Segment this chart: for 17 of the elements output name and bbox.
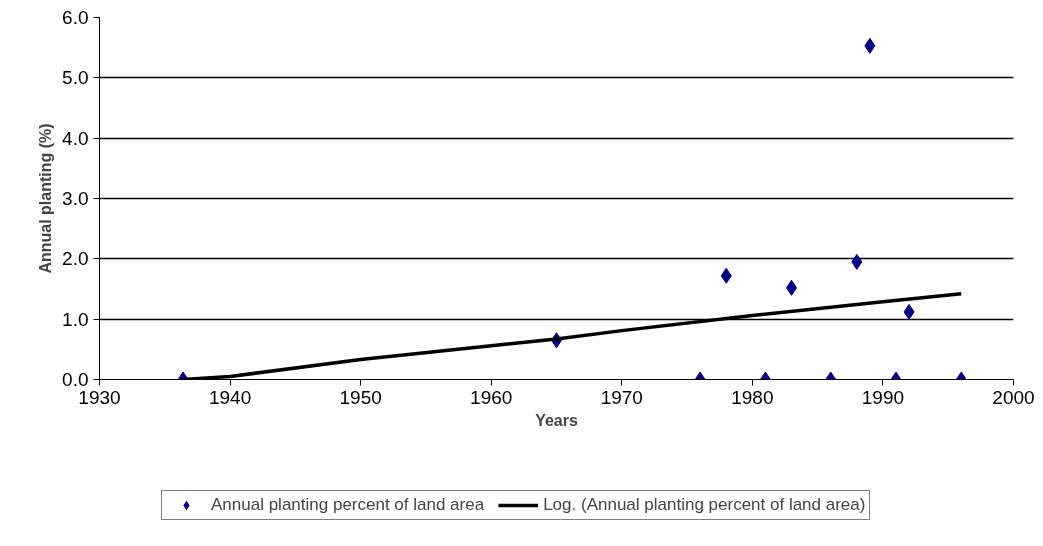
x-tick-label: 1980	[731, 386, 774, 408]
legend-label: Log. (Annual planting percent of land area)	[543, 495, 866, 515]
x-tick-label: 1950	[339, 386, 382, 408]
y-tick-label: 2.0	[62, 248, 89, 270]
y-tick-label: 1.0	[62, 308, 89, 330]
y-axis-title: Annual planting (%)	[37, 123, 55, 274]
x-tick-label: 1960	[470, 386, 513, 408]
x-tick-label: 2000	[992, 386, 1035, 408]
y-tick-label: 4.0	[62, 127, 89, 149]
x-tick-label: 1990	[861, 386, 905, 408]
x-axis-title: Years	[535, 411, 578, 429]
y-tick-label: 5.0	[62, 67, 89, 89]
x-tick-label: 1940	[208, 386, 252, 408]
legend-label: Annual planting percent of land area	[211, 495, 485, 515]
x-tick-label: 1970	[600, 386, 643, 408]
y-tick-label: 3.0	[62, 188, 89, 209]
y-tick-label: 6.0	[62, 7, 89, 28]
